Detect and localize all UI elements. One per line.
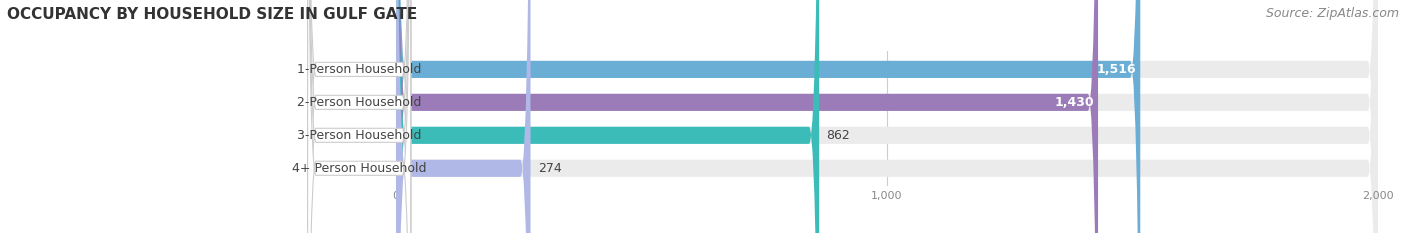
Text: 1,516: 1,516 [1097,63,1136,76]
Text: 862: 862 [827,129,851,142]
Text: 4+ Person Household: 4+ Person Household [292,162,426,175]
Text: 1,430: 1,430 [1054,96,1094,109]
FancyBboxPatch shape [396,0,1098,233]
FancyBboxPatch shape [396,0,1378,233]
FancyBboxPatch shape [396,0,530,233]
FancyBboxPatch shape [396,0,1140,233]
FancyBboxPatch shape [308,0,411,233]
FancyBboxPatch shape [396,0,1378,233]
FancyBboxPatch shape [396,0,1378,233]
FancyBboxPatch shape [396,0,820,233]
Text: 274: 274 [538,162,561,175]
FancyBboxPatch shape [308,0,411,233]
FancyBboxPatch shape [396,0,1378,233]
Text: 3-Person Household: 3-Person Household [297,129,422,142]
Text: 2-Person Household: 2-Person Household [297,96,422,109]
Text: Source: ZipAtlas.com: Source: ZipAtlas.com [1265,7,1399,20]
FancyBboxPatch shape [308,0,411,233]
FancyBboxPatch shape [308,0,411,233]
Text: OCCUPANCY BY HOUSEHOLD SIZE IN GULF GATE: OCCUPANCY BY HOUSEHOLD SIZE IN GULF GATE [7,7,418,22]
Text: 1-Person Household: 1-Person Household [297,63,422,76]
